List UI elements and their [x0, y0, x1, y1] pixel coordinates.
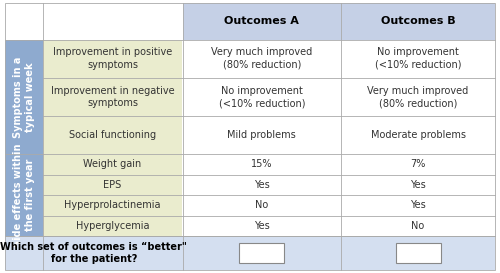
Bar — [5, 236, 182, 270]
Text: EPS: EPS — [104, 180, 122, 190]
Bar — [341, 3, 495, 40]
Bar — [182, 236, 341, 270]
Text: No improvement
(<10% reduction): No improvement (<10% reduction) — [375, 48, 462, 70]
Text: Yes: Yes — [254, 180, 270, 190]
Text: Side effects within
the first year: Side effects within the first year — [12, 143, 35, 247]
Text: Mild problems: Mild problems — [228, 130, 296, 140]
Text: Yes: Yes — [410, 200, 426, 210]
Bar — [341, 154, 495, 236]
Bar — [182, 3, 341, 40]
Bar — [396, 243, 440, 263]
Text: Improvement in negative
symptoms: Improvement in negative symptoms — [50, 86, 174, 108]
Text: No: No — [255, 200, 268, 210]
Bar — [341, 40, 495, 154]
Text: Yes: Yes — [254, 221, 270, 231]
Bar — [42, 40, 182, 154]
Text: Yes: Yes — [410, 180, 426, 190]
Text: Social functioning: Social functioning — [69, 130, 156, 140]
Text: Outcomes A: Outcomes A — [224, 16, 299, 26]
Bar — [240, 243, 284, 263]
Bar — [42, 154, 182, 236]
Bar — [182, 40, 341, 154]
Text: Which set of outcomes is “better"
for the patient?: Which set of outcomes is “better" for th… — [0, 242, 187, 265]
Text: Hyperprolactinemia: Hyperprolactinemia — [64, 200, 161, 210]
Text: No: No — [412, 221, 424, 231]
Text: Moderate problems: Moderate problems — [370, 130, 466, 140]
Text: No improvement
(<10% reduction): No improvement (<10% reduction) — [218, 86, 305, 108]
Text: Hyperglycemia: Hyperglycemia — [76, 221, 149, 231]
Bar — [182, 154, 341, 236]
Text: Symptoms in a
typical week: Symptoms in a typical week — [12, 56, 35, 138]
Text: Outcomes B: Outcomes B — [380, 16, 456, 26]
Bar — [5, 154, 43, 236]
Text: 7%: 7% — [410, 159, 426, 170]
Bar — [5, 3, 182, 40]
Text: Weight gain: Weight gain — [84, 159, 141, 170]
Text: Very much improved
(80% reduction): Very much improved (80% reduction) — [368, 86, 468, 108]
Text: 15%: 15% — [251, 159, 272, 170]
Bar — [5, 40, 43, 154]
Text: Improvement in positive
symptoms: Improvement in positive symptoms — [53, 48, 172, 70]
Text: Very much improved
(80% reduction): Very much improved (80% reduction) — [211, 48, 312, 70]
Bar — [341, 236, 495, 270]
